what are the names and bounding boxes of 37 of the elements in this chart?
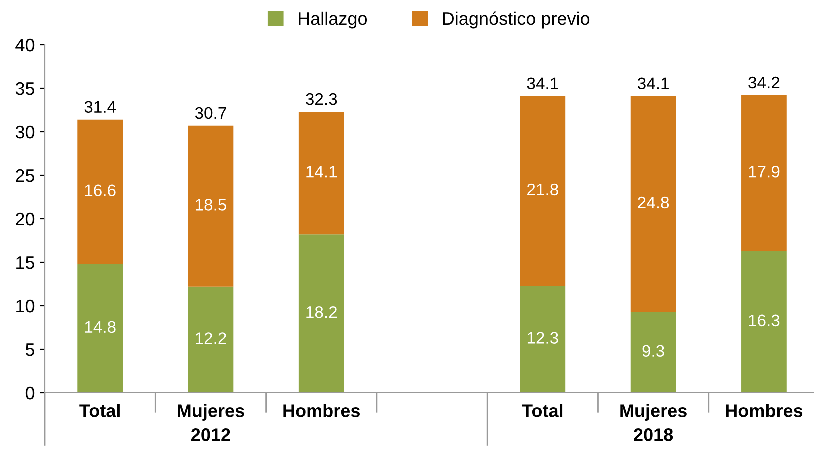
text: 2018 bbox=[634, 428, 674, 442]
x-tick-label: Mujeres bbox=[620, 404, 687, 421]
y-tick-label: 10 bbox=[16, 300, 35, 313]
y-tick-label: 5 bbox=[26, 344, 35, 356]
data-label: 18.2 bbox=[306, 306, 337, 318]
total-label: 34.1 bbox=[638, 78, 669, 90]
total-label: 34.1 bbox=[527, 78, 558, 90]
data-label: 12.2 bbox=[196, 332, 226, 344]
y-tick-label: 30 bbox=[16, 126, 35, 139]
data-label: 21.8 bbox=[528, 184, 558, 196]
total-label: 32.3 bbox=[306, 93, 338, 106]
data-label: 16.6 bbox=[85, 184, 116, 197]
x-tick-label: Hombres bbox=[284, 404, 360, 418]
y-tick-label: 20 bbox=[16, 212, 35, 226]
data-label: 17.9 bbox=[749, 166, 780, 178]
y-tick-label: 0 bbox=[26, 386, 35, 400]
data-label: 9.3 bbox=[642, 345, 664, 358]
legend-label: Hallazgo bbox=[299, 12, 368, 29]
data-label: 14.1 bbox=[306, 166, 338, 178]
x-tick-label: Total bbox=[80, 404, 120, 418]
data-label: 12.3 bbox=[528, 332, 558, 344]
y-tick-label: 35 bbox=[16, 82, 35, 96]
y-tick-label: 25 bbox=[16, 169, 35, 182]
total-label: 30.7 bbox=[195, 107, 226, 120]
total-label: 34.2 bbox=[748, 76, 780, 89]
total-label: 31.4 bbox=[84, 101, 116, 114]
y-tick-label: 40 bbox=[16, 38, 35, 52]
x-tick-label: Total bbox=[522, 404, 563, 418]
y-tick-label: 15 bbox=[16, 256, 35, 270]
x-tick-label: Mujeres bbox=[178, 404, 244, 421]
data-label: 18.5 bbox=[196, 199, 226, 211]
data-label: 16.3 bbox=[749, 314, 780, 327]
text: 2012 bbox=[192, 428, 230, 442]
data-label: 14.8 bbox=[85, 321, 116, 334]
x-tick-label: Hombres bbox=[726, 404, 803, 418]
data-label: 24.8 bbox=[638, 196, 670, 209]
legend-label: Diagnóstico previo bbox=[443, 12, 590, 29]
